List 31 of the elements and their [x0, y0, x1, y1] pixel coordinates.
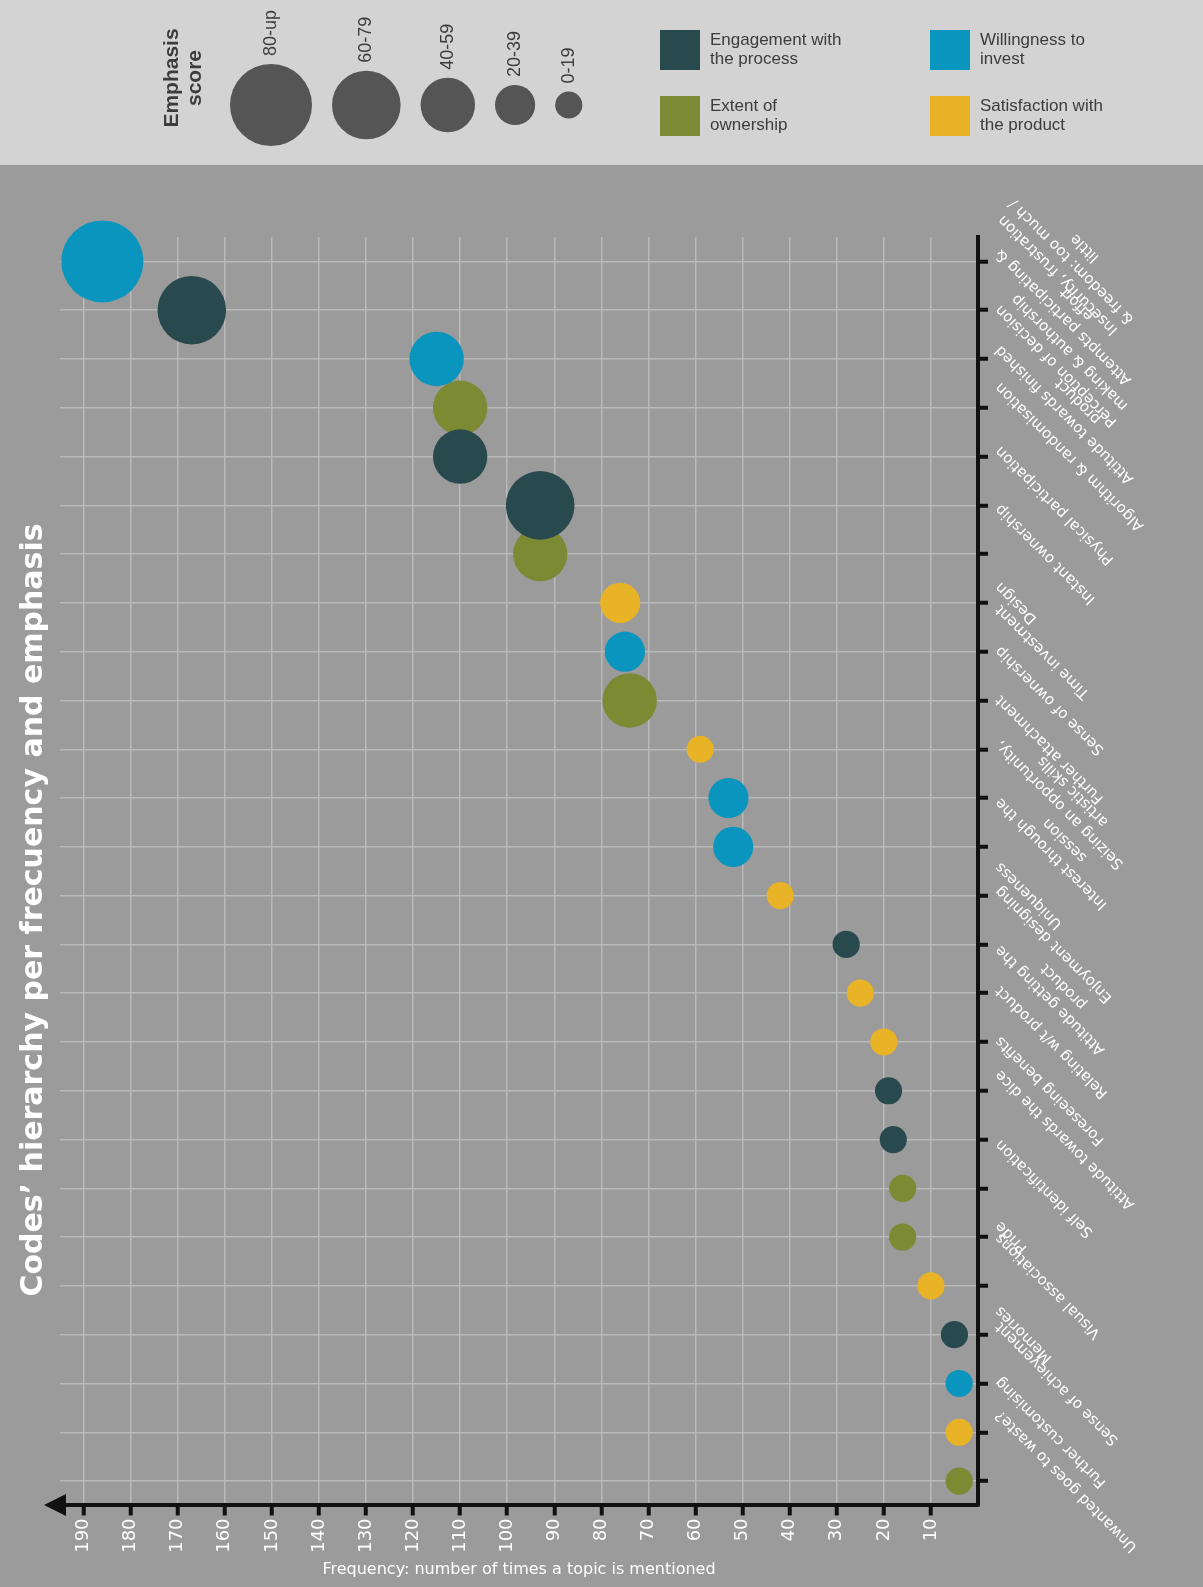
x-tick-label: 180 — [118, 1518, 140, 1553]
x-tick-label: 100 — [494, 1518, 516, 1553]
legend-label: Satisfaction with the product — [980, 96, 1103, 135]
legend-label: Engagement with the process — [710, 30, 842, 69]
legend-title: Emphasis score — [158, 28, 205, 128]
x-tick-label: 70 — [636, 1518, 658, 1542]
legend-label: 40-59 — [436, 23, 457, 70]
legend-label: Extent of ownership — [710, 96, 788, 135]
x-tick-label: 40 — [777, 1518, 799, 1542]
x-tick-label: 10 — [918, 1518, 940, 1542]
x-tick-label: 150 — [259, 1518, 281, 1553]
x-tick-label: 170 — [165, 1518, 187, 1553]
x-tick-label: 20 — [871, 1518, 893, 1542]
legend-label: 60-79 — [355, 16, 376, 63]
x-tick-label: 130 — [353, 1518, 375, 1553]
text: Codes’ hierarchy per frecuency and emphasis — [13, 523, 49, 1297]
x-tick-label: 80 — [589, 1518, 611, 1542]
legend-label: 0-19 — [557, 47, 578, 84]
x-tick-label: 140 — [306, 1518, 328, 1553]
x-axis-title: Frequency: number of times a topic is mentioned — [322, 1558, 716, 1578]
x-tick-label: 60 — [683, 1518, 705, 1542]
x-tick-label: 50 — [730, 1518, 752, 1542]
x-tick-label: 160 — [212, 1518, 234, 1553]
legend-label: 20-39 — [504, 30, 525, 77]
x-tick-label: 90 — [541, 1518, 563, 1542]
x-tick-label: 110 — [447, 1518, 469, 1553]
legend-label: Willingness to invest — [980, 30, 1085, 69]
x-tick-label: 30 — [824, 1518, 846, 1542]
x-tick-label: 120 — [400, 1518, 422, 1553]
x-tick-label: 190 — [71, 1518, 93, 1553]
legend-label: 80-up — [259, 9, 280, 56]
